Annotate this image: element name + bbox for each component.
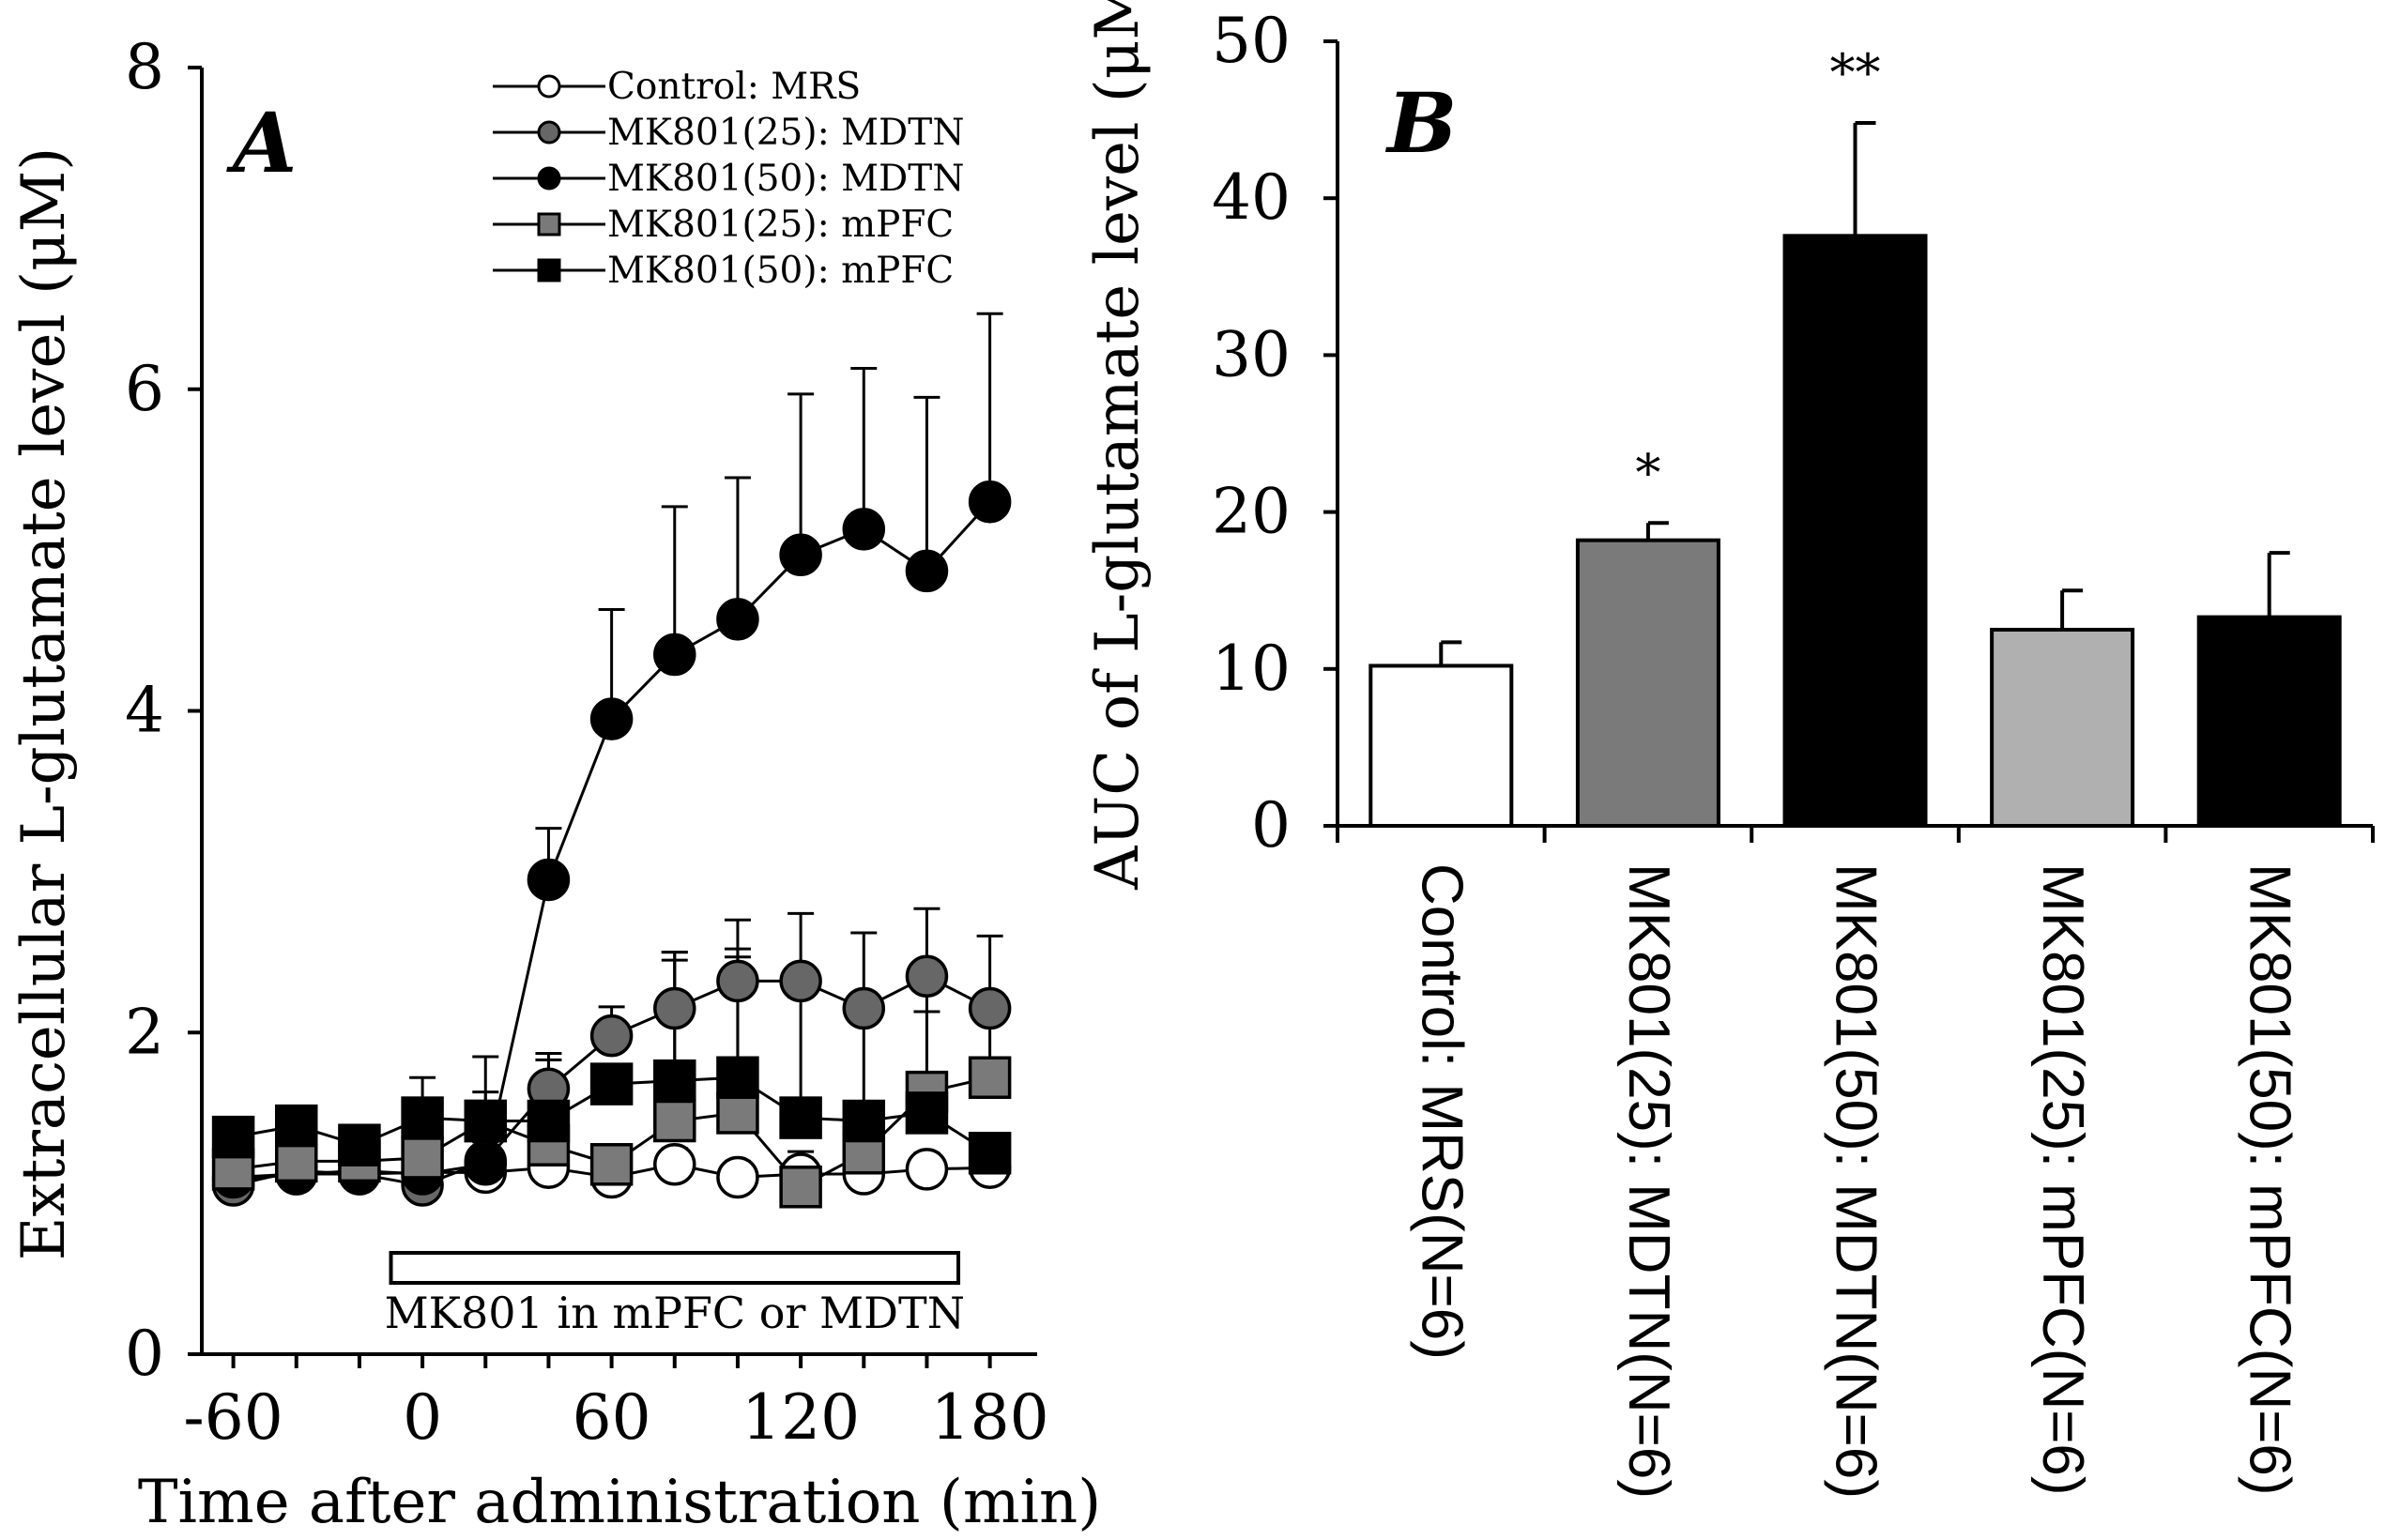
data-point-s2 [779,533,822,577]
panel-b-y-tick-label: 0 [1251,789,1291,861]
treatment-period-bar [389,1251,961,1285]
data-point-s4 [464,1099,508,1143]
panel-a-y-tick-label: 6 [125,353,164,425]
legend-marker-1 [537,120,561,145]
panel-b-label: B [1384,74,1457,172]
data-point-s3 [401,1136,444,1180]
data-point-s4 [401,1096,444,1139]
panel-b-category-labels: Control: MRS(N=6) MK801(25): MDTN(N=6) MK8… [1409,863,2301,1499]
panel-a-x-tick-label: 180 [931,1381,1049,1454]
bar-1 [1575,538,1720,828]
panel-a-y-tick-label: 2 [125,996,164,1068]
treatment-period-label: MK801 in mPFC or MDTN [385,1288,965,1338]
significance-marker-2: ** [1830,43,1881,102]
category-label-3: MK801(25): mPFC(N=6) [2030,863,2095,1496]
bar-2 [1782,234,1928,828]
panel-a-label: A [226,94,297,191]
legend-label-1: MK801(25): MDTN [607,112,964,154]
panel-a-x-axis-title: Time after administration (min) [138,1468,1101,1537]
legend-label-3: MK801(25): mPFC [607,204,954,246]
panel-b-bars: *** [1368,43,2342,829]
panel-b-axes: 0 10 20 30 40 50 [1212,5,2375,861]
legend-marker-2 [537,166,561,191]
data-point-s1 [589,1014,634,1058]
data-point-s2 [968,480,1012,524]
legend-marker-4 [537,258,561,282]
bar-3 [1990,628,2135,828]
data-point-s0 [653,1143,696,1186]
data-point-s4 [211,1115,255,1159]
panel-a-axes: 0 2 4 6 8 -60 0 60 120 180 [125,31,1049,1454]
data-point-s3 [716,1091,759,1135]
data-point-s2 [464,1143,508,1186]
data-point-s1 [716,959,759,1003]
panel-a-x-tick-label: 0 [403,1381,442,1454]
category-label-0: Control: MRS(N=6) [1409,863,1474,1360]
legend-label-0: Control: MRS [607,66,861,108]
panel-b-y-axis-title: AUC of L-glutamate level (μM) [1083,0,1153,891]
data-point-s2 [653,633,696,677]
panel-b-y-tick-label: 10 [1212,633,1291,705]
data-point-s3 [275,1139,318,1183]
panel-a-y-tick-label: 4 [125,675,164,747]
panel-a-y-axis-title: Extracellular L-glutamate level (μM) [9,147,79,1260]
panel-b-y-tick-label: 50 [1212,5,1291,77]
data-point-s4 [779,1096,822,1139]
data-point-s1 [779,959,822,1003]
data-point-s2 [527,858,571,902]
bar-0 [1368,663,1514,828]
data-point-s2 [589,697,634,740]
data-point-s3 [653,1099,696,1143]
data-point-s1 [968,986,1012,1030]
panel-b-y-tick-label: 20 [1212,476,1291,548]
category-label-2: MK801(50): MDTN(N=6) [1824,863,1888,1499]
panel-b-y-tick-label: 30 [1212,318,1291,390]
data-point-s4 [716,1056,759,1099]
data-point-s4 [527,1099,571,1143]
legend-marker-3 [537,212,561,236]
data-point-s4 [338,1123,381,1166]
data-point-s4 [968,1132,1012,1175]
significance-marker-1: * [1635,443,1660,502]
data-point-s4 [589,1062,634,1105]
data-point-s2 [905,549,949,593]
data-point-s3 [968,1056,1012,1099]
legend-label-2: MK801(50): MDTN [607,158,964,200]
data-point-s2 [716,598,759,641]
panel-b-y-tick-label: 40 [1212,161,1291,234]
category-label-4: MK801(50): mPFC(N=6) [2238,863,2302,1496]
panel-b-error-bars [1439,120,2290,666]
bar-4 [2196,615,2342,829]
data-point-s4 [842,1099,886,1143]
panel-a-y-tick-label: 8 [125,31,164,103]
panel-a-x-tick-label: 120 [741,1381,860,1454]
category-label-1: MK801(25): MDTN(N=6) [1616,863,1681,1499]
data-point-s4 [653,1059,696,1103]
panel-a-markers [211,480,1012,1209]
data-point-s4 [905,1091,949,1135]
data-point-s2 [842,508,886,551]
panel-a-x-tick-label: -60 [183,1381,283,1454]
data-point-s1 [905,954,949,999]
data-point-s1 [842,986,886,1030]
panel-a-y-tick-label: 0 [125,1318,164,1390]
legend-marker-0 [537,74,561,99]
data-point-s3 [589,1143,634,1186]
legend-label-4: MK801(50): mPFC [607,250,954,292]
data-point-s3 [779,1166,822,1209]
data-point-s0 [716,1155,759,1199]
data-point-s0 [905,1148,949,1191]
panel-a-x-tick-label: 60 [573,1381,651,1454]
data-point-s4 [275,1104,318,1148]
data-point-s1 [653,986,696,1030]
